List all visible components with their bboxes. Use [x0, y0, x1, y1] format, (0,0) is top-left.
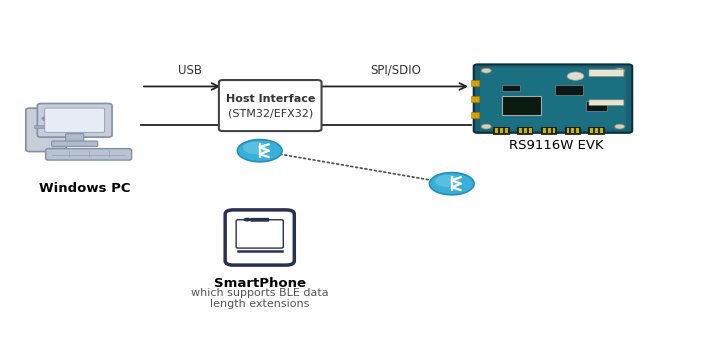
- FancyBboxPatch shape: [519, 128, 522, 133]
- Circle shape: [615, 68, 625, 73]
- FancyBboxPatch shape: [543, 128, 545, 133]
- FancyBboxPatch shape: [586, 101, 607, 111]
- FancyBboxPatch shape: [503, 85, 520, 91]
- FancyBboxPatch shape: [589, 70, 624, 77]
- FancyBboxPatch shape: [471, 112, 479, 118]
- Text: POWER: POWER: [238, 104, 281, 117]
- FancyBboxPatch shape: [46, 149, 132, 160]
- FancyBboxPatch shape: [496, 128, 498, 133]
- FancyBboxPatch shape: [540, 127, 556, 133]
- FancyBboxPatch shape: [529, 128, 531, 133]
- Text: USB: USB: [178, 64, 202, 77]
- Text: (STM32/EFX32): (STM32/EFX32): [228, 109, 313, 119]
- FancyBboxPatch shape: [52, 141, 97, 147]
- FancyBboxPatch shape: [552, 128, 555, 133]
- Circle shape: [482, 68, 491, 73]
- FancyBboxPatch shape: [494, 127, 509, 133]
- FancyBboxPatch shape: [564, 127, 580, 133]
- Text: SmartPhone: SmartPhone: [214, 278, 306, 290]
- Text: SPI/SDIO: SPI/SDIO: [370, 64, 421, 77]
- FancyBboxPatch shape: [219, 80, 322, 131]
- Circle shape: [238, 140, 282, 162]
- Circle shape: [42, 117, 50, 121]
- Circle shape: [615, 124, 625, 129]
- FancyBboxPatch shape: [474, 64, 632, 133]
- FancyBboxPatch shape: [600, 128, 603, 133]
- FancyBboxPatch shape: [225, 210, 294, 265]
- FancyBboxPatch shape: [590, 128, 593, 133]
- Text: RS9116W EVK: RS9116W EVK: [509, 139, 604, 152]
- FancyBboxPatch shape: [576, 128, 579, 133]
- FancyBboxPatch shape: [26, 108, 67, 152]
- Circle shape: [243, 218, 251, 222]
- FancyBboxPatch shape: [37, 104, 112, 137]
- Circle shape: [243, 142, 268, 154]
- Circle shape: [435, 175, 460, 187]
- Circle shape: [430, 173, 474, 195]
- FancyBboxPatch shape: [66, 134, 84, 143]
- FancyBboxPatch shape: [471, 96, 479, 102]
- Text: which supports BLE data
length extensions: which supports BLE data length extension…: [191, 288, 329, 309]
- FancyBboxPatch shape: [480, 68, 626, 130]
- FancyBboxPatch shape: [471, 79, 479, 86]
- FancyBboxPatch shape: [34, 125, 59, 128]
- FancyBboxPatch shape: [547, 128, 550, 133]
- FancyBboxPatch shape: [501, 128, 503, 133]
- FancyBboxPatch shape: [589, 100, 624, 105]
- Text: Windows PC: Windows PC: [39, 182, 131, 195]
- Circle shape: [482, 124, 491, 129]
- FancyBboxPatch shape: [566, 128, 569, 133]
- Circle shape: [567, 72, 584, 80]
- FancyBboxPatch shape: [524, 128, 526, 133]
- FancyBboxPatch shape: [250, 218, 269, 222]
- FancyBboxPatch shape: [517, 127, 532, 133]
- FancyBboxPatch shape: [571, 128, 574, 133]
- FancyBboxPatch shape: [588, 127, 604, 133]
- FancyBboxPatch shape: [45, 108, 104, 132]
- FancyBboxPatch shape: [503, 96, 540, 115]
- FancyBboxPatch shape: [505, 128, 508, 133]
- Text: Host Interface: Host Interface: [226, 94, 315, 104]
- FancyBboxPatch shape: [554, 85, 583, 96]
- FancyBboxPatch shape: [236, 220, 283, 248]
- FancyBboxPatch shape: [595, 128, 598, 133]
